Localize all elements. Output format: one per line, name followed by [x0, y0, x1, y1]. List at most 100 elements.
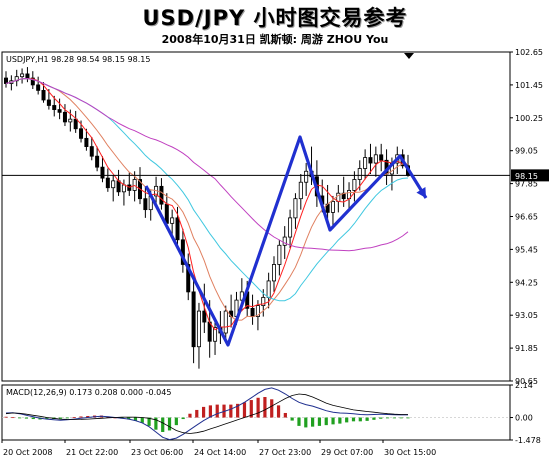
- candle: [223, 305, 228, 342]
- candle-body: [41, 89, 46, 101]
- current-price-label: 98.15: [515, 172, 538, 181]
- candle-body: [330, 201, 335, 213]
- candle-body: [202, 310, 207, 323]
- candle: [111, 175, 116, 202]
- macd-histogram-bar: [195, 409, 199, 418]
- candle: [293, 193, 298, 229]
- candle-body: [271, 264, 276, 282]
- candle: [304, 163, 309, 196]
- moving-average-line: [5, 78, 409, 252]
- candle: [330, 195, 335, 229]
- candle-body: [373, 154, 378, 164]
- macd-histogram-bar: [256, 397, 260, 418]
- pattern-arrow-head: [416, 187, 426, 198]
- candle-body: [170, 217, 175, 224]
- candle-body: [363, 157, 368, 169]
- moving-average-line: [5, 78, 409, 331]
- x-tick-label: 27 Oct 23:00: [259, 448, 311, 457]
- macd-label: MACD(12,26,9) 0.173 0.208 0.000 -0.045: [6, 388, 171, 397]
- candle-body: [143, 198, 148, 211]
- candle-body: [95, 155, 100, 168]
- candle: [288, 209, 293, 249]
- candle-body: [261, 296, 266, 307]
- macd-histogram-bar: [283, 412, 287, 418]
- moving-average-line: [5, 78, 409, 321]
- macd-histogram-bar: [65, 417, 69, 419]
- macd-histogram-bar: [263, 397, 267, 418]
- candle: [196, 302, 201, 369]
- macd-histogram-bar: [379, 417, 383, 419]
- macd-histogram-bar: [154, 417, 158, 430]
- chart-subtitle: 2008年10月31日 凯斯顿: 周游 ZHOU You: [161, 33, 389, 46]
- candle-body: [46, 99, 51, 106]
- candle-body: [255, 305, 260, 317]
- macd-histogram-bar: [249, 400, 253, 418]
- candle: [62, 104, 67, 127]
- price-tick-label: 94.25: [515, 278, 538, 287]
- candle: [271, 256, 276, 292]
- candle-body: [352, 179, 357, 191]
- candle: [84, 128, 89, 151]
- candle-body: [36, 84, 41, 91]
- candle: [143, 186, 148, 218]
- candle: [100, 156, 105, 183]
- candle-body: [25, 73, 30, 79]
- x-tick-label: 23 Oct 06:00: [131, 448, 183, 457]
- macd-histogram-bar: [351, 417, 356, 422]
- candle-body: [357, 168, 362, 180]
- macd-histogram-bar: [72, 417, 76, 418]
- macd-histogram-bar: [45, 417, 49, 420]
- macd-histogram-bar: [4, 416, 8, 418]
- price-tick-label: 101.45: [515, 81, 543, 90]
- candle: [159, 178, 164, 210]
- candle: [363, 149, 368, 180]
- macd-histogram-bar: [317, 417, 322, 426]
- candle-body: [213, 327, 218, 342]
- candle: [57, 98, 62, 120]
- x-tick-label: 29 Oct 07:00: [321, 448, 373, 457]
- candle: [352, 171, 357, 202]
- macd-histogram-bar: [188, 413, 192, 418]
- candle-body: [57, 109, 62, 113]
- macd-histogram-bar: [86, 416, 90, 418]
- candle-body: [84, 137, 89, 147]
- price-tick-label: 97.85: [515, 180, 538, 189]
- macd-histogram-bar: [290, 417, 294, 421]
- candle-body: [105, 177, 110, 189]
- candle-body: [266, 280, 271, 298]
- candle: [25, 67, 30, 83]
- macd-histogram-bar: [24, 417, 29, 419]
- candle-body: [282, 236, 287, 246]
- candle: [73, 110, 78, 133]
- candle-body: [62, 111, 67, 123]
- macd-histogram-bar: [140, 417, 144, 423]
- macd-histogram-bar: [201, 406, 206, 418]
- candle-body: [196, 310, 201, 348]
- chart-shift-marker: [404, 53, 414, 59]
- price-tick-label: 96.65: [515, 213, 538, 222]
- x-tick-label: 24 Oct 14:00: [194, 448, 246, 457]
- macd-histogram-bar: [270, 399, 274, 418]
- candle-body: [116, 180, 121, 193]
- candle: [4, 71, 9, 88]
- candle-body: [175, 217, 180, 241]
- macd-histogram-bar: [242, 402, 247, 418]
- candle-body: [250, 307, 255, 317]
- candle-body: [89, 146, 94, 157]
- price-pane: [1, 51, 511, 382]
- macd-histogram-bar: [208, 405, 213, 418]
- candle: [191, 275, 196, 364]
- macd-histogram-bar: [181, 417, 185, 420]
- candle-body: [368, 157, 373, 164]
- macd-histogram-bar: [324, 417, 328, 426]
- macd-histogram-bar: [127, 417, 131, 420]
- candle: [20, 68, 25, 84]
- candle-body: [288, 217, 293, 238]
- macd-histogram-bar: [161, 417, 165, 432]
- macd-histogram-bar: [174, 417, 178, 426]
- macd-tick-label: 2.14: [515, 381, 533, 390]
- candle-body: [52, 105, 57, 110]
- candle-body: [30, 77, 35, 86]
- price-tick-label: 91.85: [515, 344, 538, 353]
- current-price-tag: [511, 169, 549, 182]
